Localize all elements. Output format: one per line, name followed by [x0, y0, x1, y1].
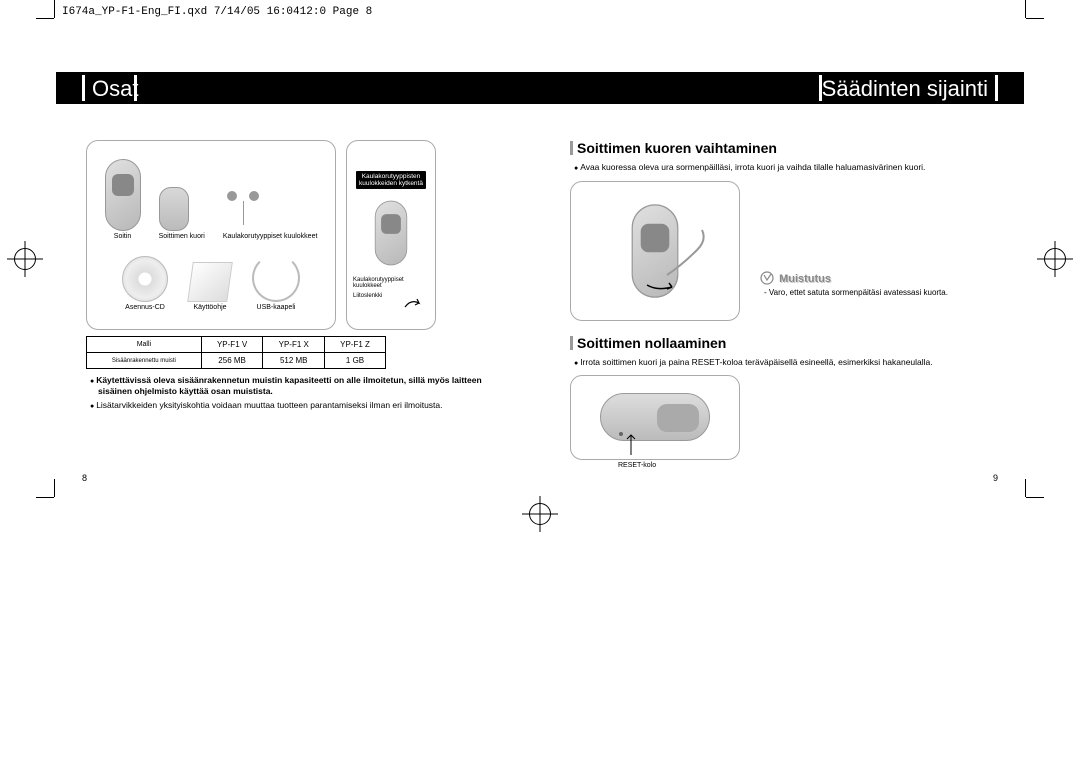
- note-icon: [760, 271, 774, 285]
- td-1gb: 1 GB: [325, 353, 386, 369]
- page-number: 9: [993, 473, 998, 483]
- callout-line1: Kaulakorutyyppisten: [362, 173, 421, 180]
- label-case: Soittimen kuori: [159, 233, 205, 240]
- note-heading: Muistutus: [760, 271, 948, 285]
- header-divider: [134, 75, 137, 101]
- note-text: Varo, ettet satuta sormenpäitäsi avatess…: [760, 288, 948, 298]
- registration-mark: [1044, 248, 1066, 270]
- label-manual: Käyttöohje: [190, 304, 230, 311]
- connector-inset: Kaulakorutyyppisten kuulokkeiden kytkent…: [346, 140, 436, 330]
- left-page: Osat Soitin Soittimen kuori Kaulakorutyy…: [56, 20, 540, 495]
- model-table: Malli YP-F1 V YP-F1 X YP-F1 Z Sisäänrake…: [86, 336, 386, 369]
- case-icon: [159, 187, 189, 231]
- player-connector-icon: [375, 201, 407, 266]
- hand-arrow-icon: [617, 205, 737, 305]
- registration-mark: [14, 248, 36, 270]
- right-page: Säädinten sijainti Soittimen kuoren vaih…: [540, 20, 1024, 495]
- reset-label: RESET-kolo: [618, 462, 994, 469]
- label-usb: USB-kaapeli: [252, 304, 300, 311]
- header-divider: [819, 75, 822, 101]
- registration-mark: [529, 503, 551, 525]
- inset-label1: Kaulakorutyyppiset kuulokkeet: [353, 277, 429, 289]
- th-mem: Sisäänrakennettu muisti: [87, 353, 202, 369]
- connector-callout: Kaulakorutyyppisten kuulokkeiden kytkent…: [356, 171, 426, 189]
- page-title: Säädinten sijainti: [822, 76, 988, 102]
- crop-mark-tl: [36, 0, 54, 18]
- header-divider: [82, 75, 85, 101]
- callout-line2: kuulokkeiden kytkentä: [359, 180, 423, 187]
- arrow-icon: [403, 297, 423, 311]
- inset-label2: Liitoslenkki: [353, 293, 382, 299]
- td-256: 256 MB: [201, 353, 263, 369]
- crop-mark-bl: [36, 497, 54, 515]
- th-v: YP-F1 V: [201, 337, 263, 353]
- section-2-title: Soittimen nollaaminen: [570, 335, 994, 351]
- th-x: YP-F1 X: [263, 337, 325, 353]
- section-1-title: Soittimen kuoren vaihtaminen: [570, 140, 994, 156]
- page-number: 8: [82, 473, 87, 483]
- label-earbuds: Kaulakorutyyppiset kuulokkeet: [223, 233, 318, 240]
- usb-cable-icon: [252, 254, 300, 302]
- file-header: I674a_YP-F1-Eng_FI.qxd 7/14/05 16:0412:0…: [62, 6, 372, 18]
- cover-change-illustration: [570, 181, 740, 321]
- header-divider: [995, 75, 998, 101]
- label-player: Soitin: [105, 233, 141, 240]
- td-512: 512 MB: [263, 353, 325, 369]
- note-accessories: Lisätarvikkeiden yksityiskohtia voidaan …: [90, 400, 510, 411]
- player-back-icon: [600, 393, 710, 441]
- crop-mark-br: [1026, 497, 1044, 515]
- page-title: Osat: [92, 76, 138, 102]
- manual-icon: [187, 262, 233, 302]
- sec2-bullet: Irrota soittimen kuori ja paina RESET-ko…: [574, 357, 994, 368]
- th-z: YP-F1 Z: [325, 337, 386, 353]
- note-h-text: Muistutus: [779, 273, 831, 285]
- label-cd: Asennus-CD: [122, 304, 168, 311]
- reset-illustration: [570, 375, 740, 460]
- th-model: Malli: [87, 337, 202, 353]
- player-icon: [105, 159, 141, 231]
- earbuds-icon: [223, 191, 263, 231]
- page-spread: Osat Soitin Soittimen kuori Kaulakorutyy…: [56, 20, 1024, 495]
- sec1-bullet: Avaa kuoressa oleva ura sormenpäilläsi, …: [574, 162, 994, 173]
- note-capacity: Käytettävissä oleva sisäänrakennetun mui…: [90, 375, 510, 398]
- sec2-h: Soittimen nollaaminen: [577, 335, 726, 351]
- crop-mark-tr: [1026, 0, 1044, 18]
- cd-icon: [122, 256, 168, 302]
- sec1-h: Soittimen kuoren vaihtaminen: [577, 140, 777, 156]
- arrow-up-icon: [621, 427, 641, 457]
- components-illustration: Soitin Soittimen kuori Kaulakorutyyppise…: [86, 140, 336, 330]
